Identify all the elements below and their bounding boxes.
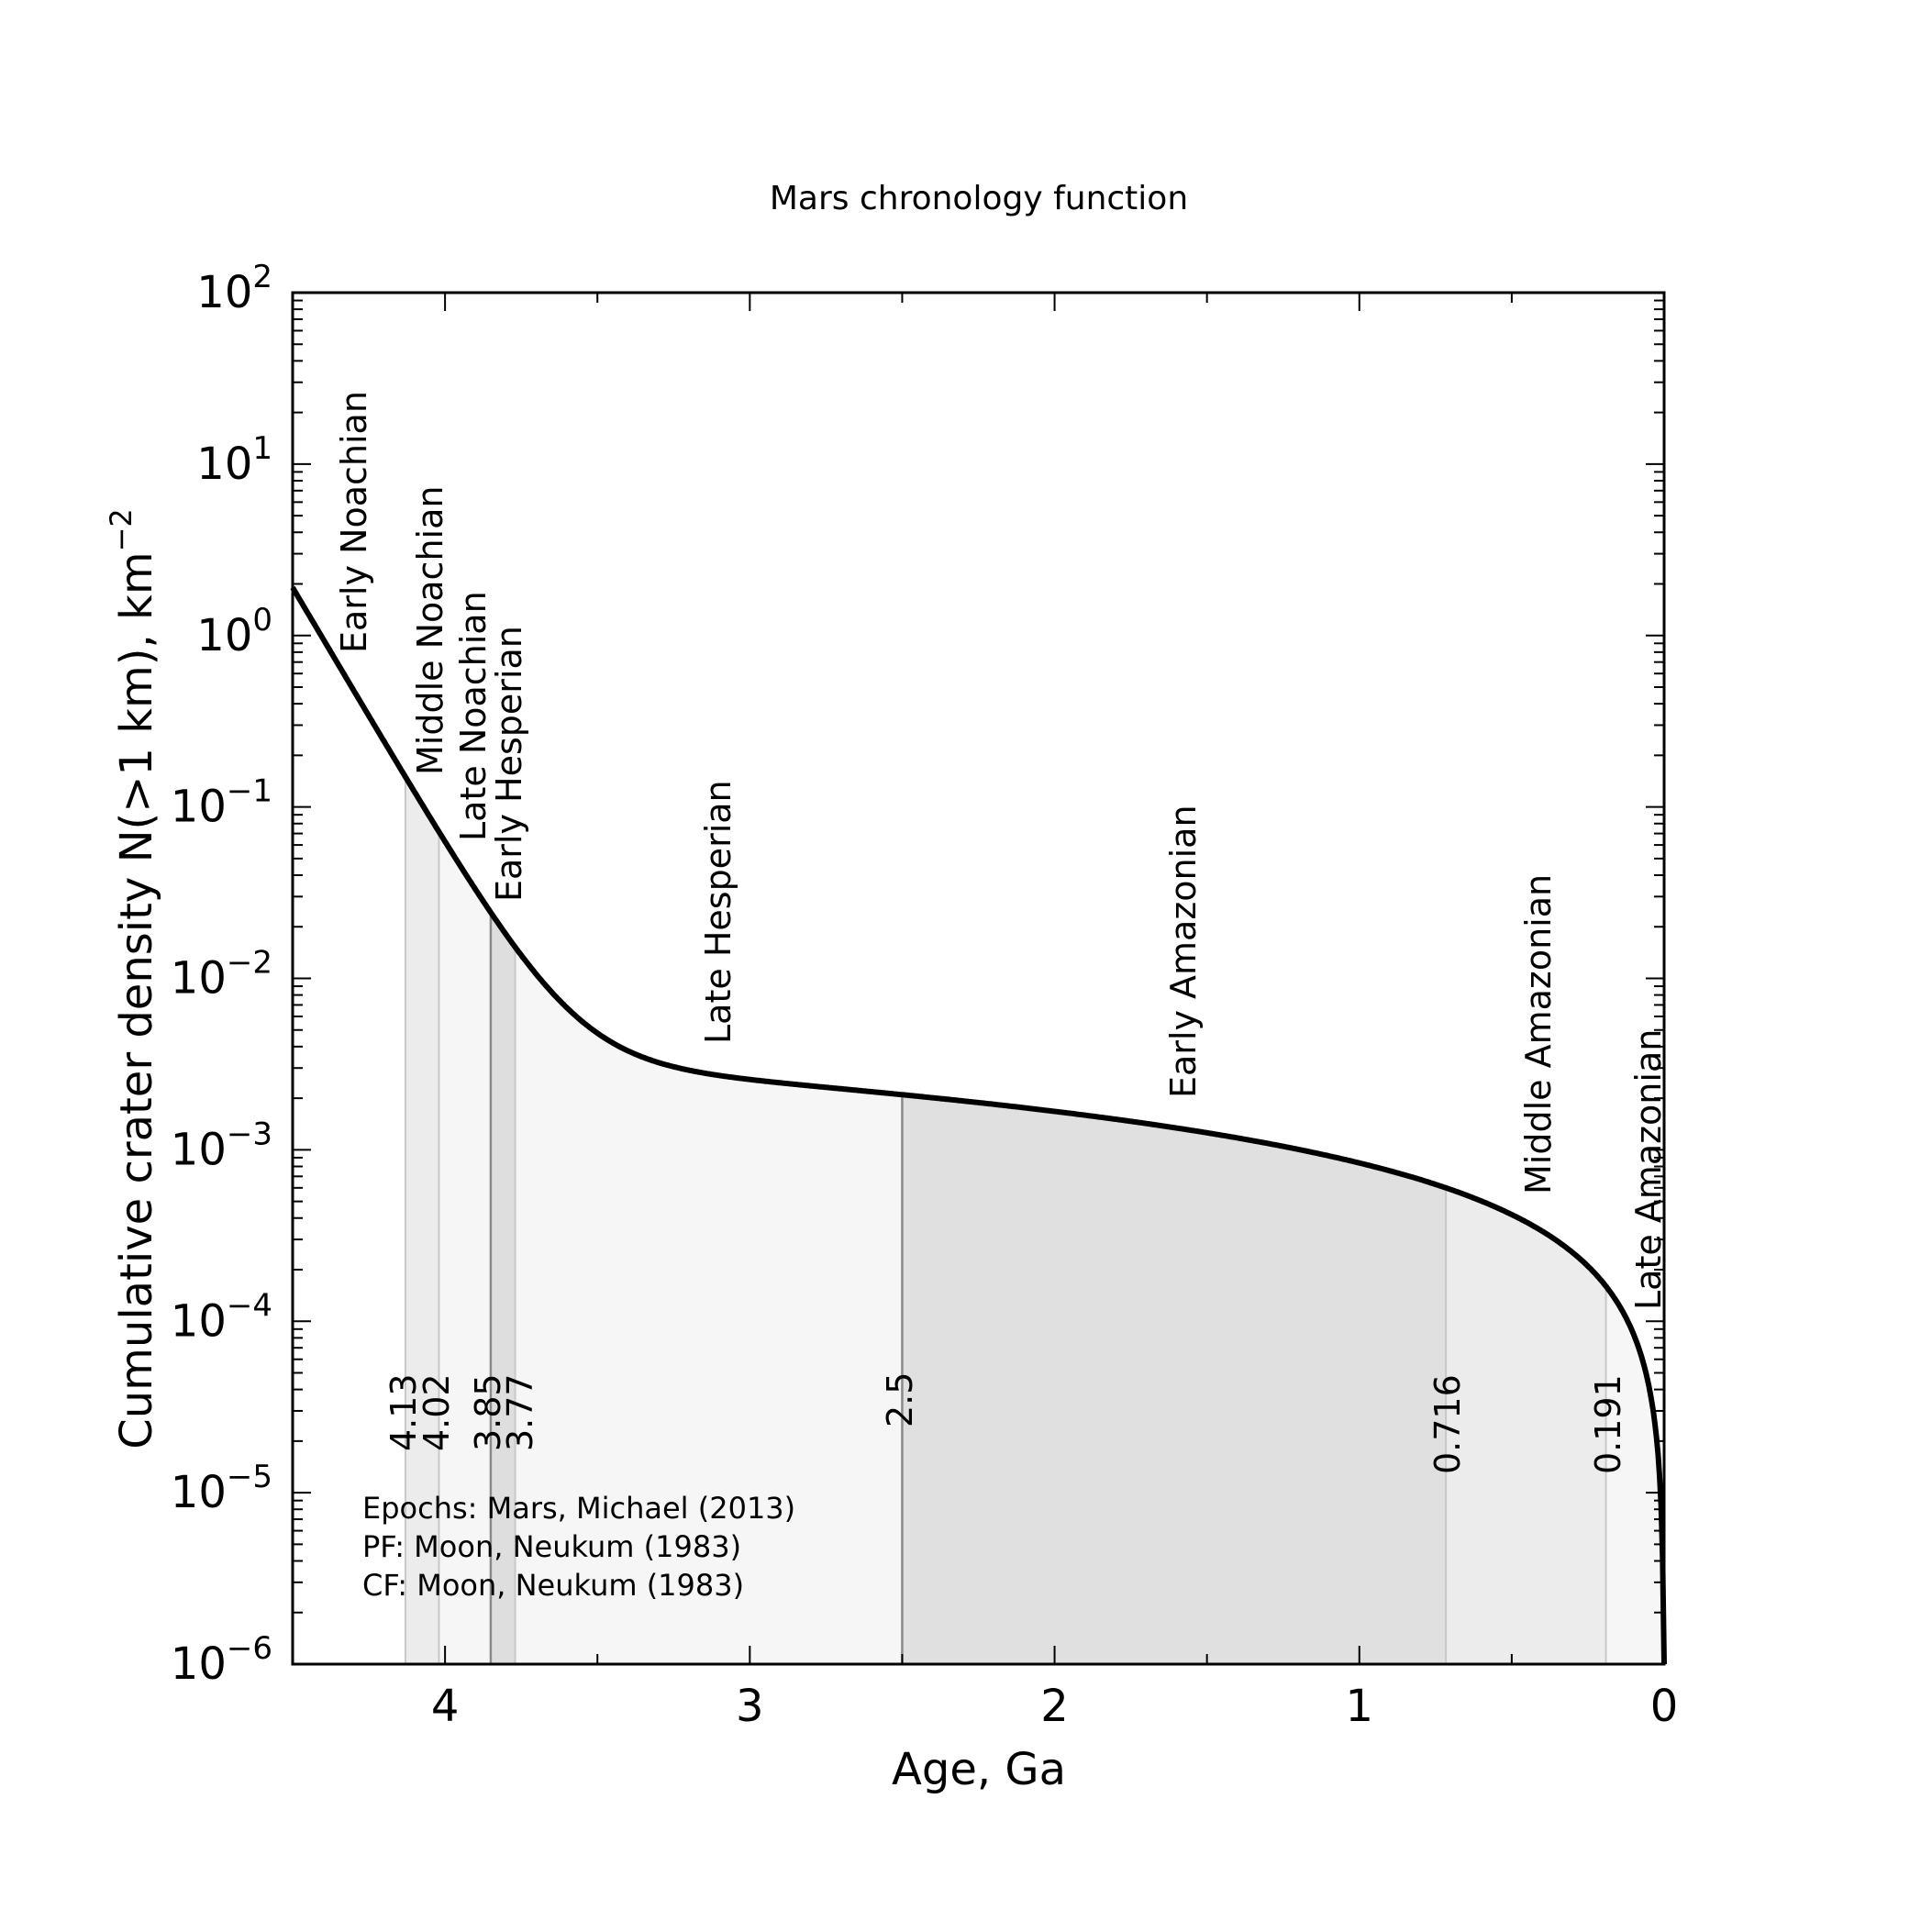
epoch-band-5 bbox=[515, 947, 903, 1664]
y-tick-label: 10−4 bbox=[171, 1287, 272, 1347]
y-tick-label: 10−6 bbox=[171, 1630, 272, 1690]
y-axis-title-unit-exponent: −2 bbox=[104, 508, 139, 551]
x-tick-label: 1 bbox=[1346, 1681, 1374, 1732]
chart-title: Mars chronology function bbox=[770, 180, 1188, 217]
epoch-label-2: Middle Noachian bbox=[410, 486, 450, 775]
epoch-label-5: Late Hesperian bbox=[698, 780, 738, 1044]
epoch-label-7: Middle Amazonian bbox=[1518, 874, 1559, 1194]
y-tick-label-exponent: −3 bbox=[227, 1116, 272, 1152]
x-tick-label: 0 bbox=[1650, 1681, 1679, 1732]
epoch-band-4 bbox=[490, 912, 516, 1664]
y-tick-label-base: 10 bbox=[196, 267, 252, 318]
epoch-shading bbox=[293, 587, 1664, 1664]
y-tick-label-base: 10 bbox=[171, 1295, 227, 1347]
boundary-label-1: 4.13 bbox=[383, 1373, 424, 1451]
source-note-1: Epochs: Mars, Michael (2013) bbox=[362, 1491, 795, 1526]
y-tick-label-exponent: 2 bbox=[252, 259, 272, 295]
boundary-label-5: 2.5 bbox=[880, 1372, 920, 1427]
boundary-labels: 4.134.02 3.853.77 2.5 0.716 0.191 bbox=[383, 1372, 1628, 1474]
y-tick-label-base: 10 bbox=[196, 610, 252, 661]
boundary-label-3: 3.85 bbox=[468, 1373, 508, 1451]
epoch-label-8: Late Amazonian bbox=[1628, 1029, 1669, 1310]
plot-frame bbox=[291, 291, 1666, 1666]
epoch-band-2 bbox=[405, 776, 439, 1664]
epoch-label-6: Early Amazonian bbox=[1163, 805, 1204, 1098]
y-tick-label-base: 10 bbox=[171, 1124, 227, 1175]
y-tick-label: 10−5 bbox=[171, 1459, 272, 1518]
y-tick-label-base: 10 bbox=[171, 782, 227, 833]
y-tick-label-exponent: −2 bbox=[227, 945, 272, 982]
y-tick-label: 102 bbox=[196, 259, 272, 318]
x-axis-title: Age, Ga bbox=[892, 1744, 1066, 1795]
boundary-label-7: 0.191 bbox=[1588, 1374, 1628, 1474]
y-tick-label-base: 10 bbox=[171, 1638, 227, 1690]
y-axis-title: Cumulative crater density N(>1 km), km−2 bbox=[104, 508, 162, 1449]
y-axis-title-text: Cumulative crater density N(>1 km), km bbox=[111, 551, 162, 1449]
source-notes: Epochs: Mars, Michael (2013)PF: Moon, Ne… bbox=[362, 1491, 795, 1603]
epoch-band-1 bbox=[293, 587, 405, 1664]
y-tick-label-exponent: −5 bbox=[227, 1459, 272, 1495]
chronology-curve bbox=[290, 585, 1667, 1665]
x-tick-label: 3 bbox=[736, 1681, 764, 1732]
epoch-band-3 bbox=[439, 831, 491, 1664]
y-tick-label-exponent: 0 bbox=[252, 602, 272, 638]
epoch-labels: Early Noachian Middle Noachian Late Noachi… bbox=[334, 391, 1669, 1310]
epoch-band-6 bbox=[902, 1094, 1447, 1664]
epoch-label-3: Late Noachian bbox=[453, 591, 494, 841]
y-tick-label: 10−2 bbox=[171, 945, 272, 1005]
source-note-2: PF: Moon, Neukum (1983) bbox=[362, 1529, 741, 1564]
epoch-label-1: Early Noachian bbox=[334, 391, 374, 653]
boundary-label-6: 0.716 bbox=[1427, 1374, 1468, 1474]
x-tick-label: 2 bbox=[1040, 1681, 1069, 1732]
epoch-label-4: Early Hesperian bbox=[489, 626, 529, 902]
y-tick-label-base: 10 bbox=[171, 1467, 227, 1518]
y-tick-label: 100 bbox=[196, 602, 272, 661]
y-tick-label-exponent: −1 bbox=[227, 773, 272, 810]
boundary-lines bbox=[404, 776, 1607, 1664]
y-tick-label-base: 10 bbox=[171, 953, 227, 1005]
epoch-band-8 bbox=[1605, 1286, 1664, 1664]
y-tick-label-base: 10 bbox=[196, 439, 252, 490]
y-tick-label: 101 bbox=[196, 430, 272, 490]
source-note-3: CF: Moon, Neukum (1983) bbox=[362, 1568, 744, 1603]
y-tick-label-exponent: 1 bbox=[252, 430, 272, 467]
boundary-label-4: 3.77 bbox=[500, 1373, 540, 1451]
y-tick-label: 10−3 bbox=[171, 1116, 272, 1175]
y-tick-label-exponent: −6 bbox=[227, 1630, 272, 1667]
y-tick-label-exponent: −4 bbox=[227, 1287, 272, 1324]
y-tick-label: 10−1 bbox=[171, 773, 272, 833]
x-tick-label: 4 bbox=[431, 1681, 460, 1732]
epoch-band-7 bbox=[1446, 1187, 1606, 1664]
boundary-label-2: 4.02 bbox=[416, 1373, 457, 1451]
